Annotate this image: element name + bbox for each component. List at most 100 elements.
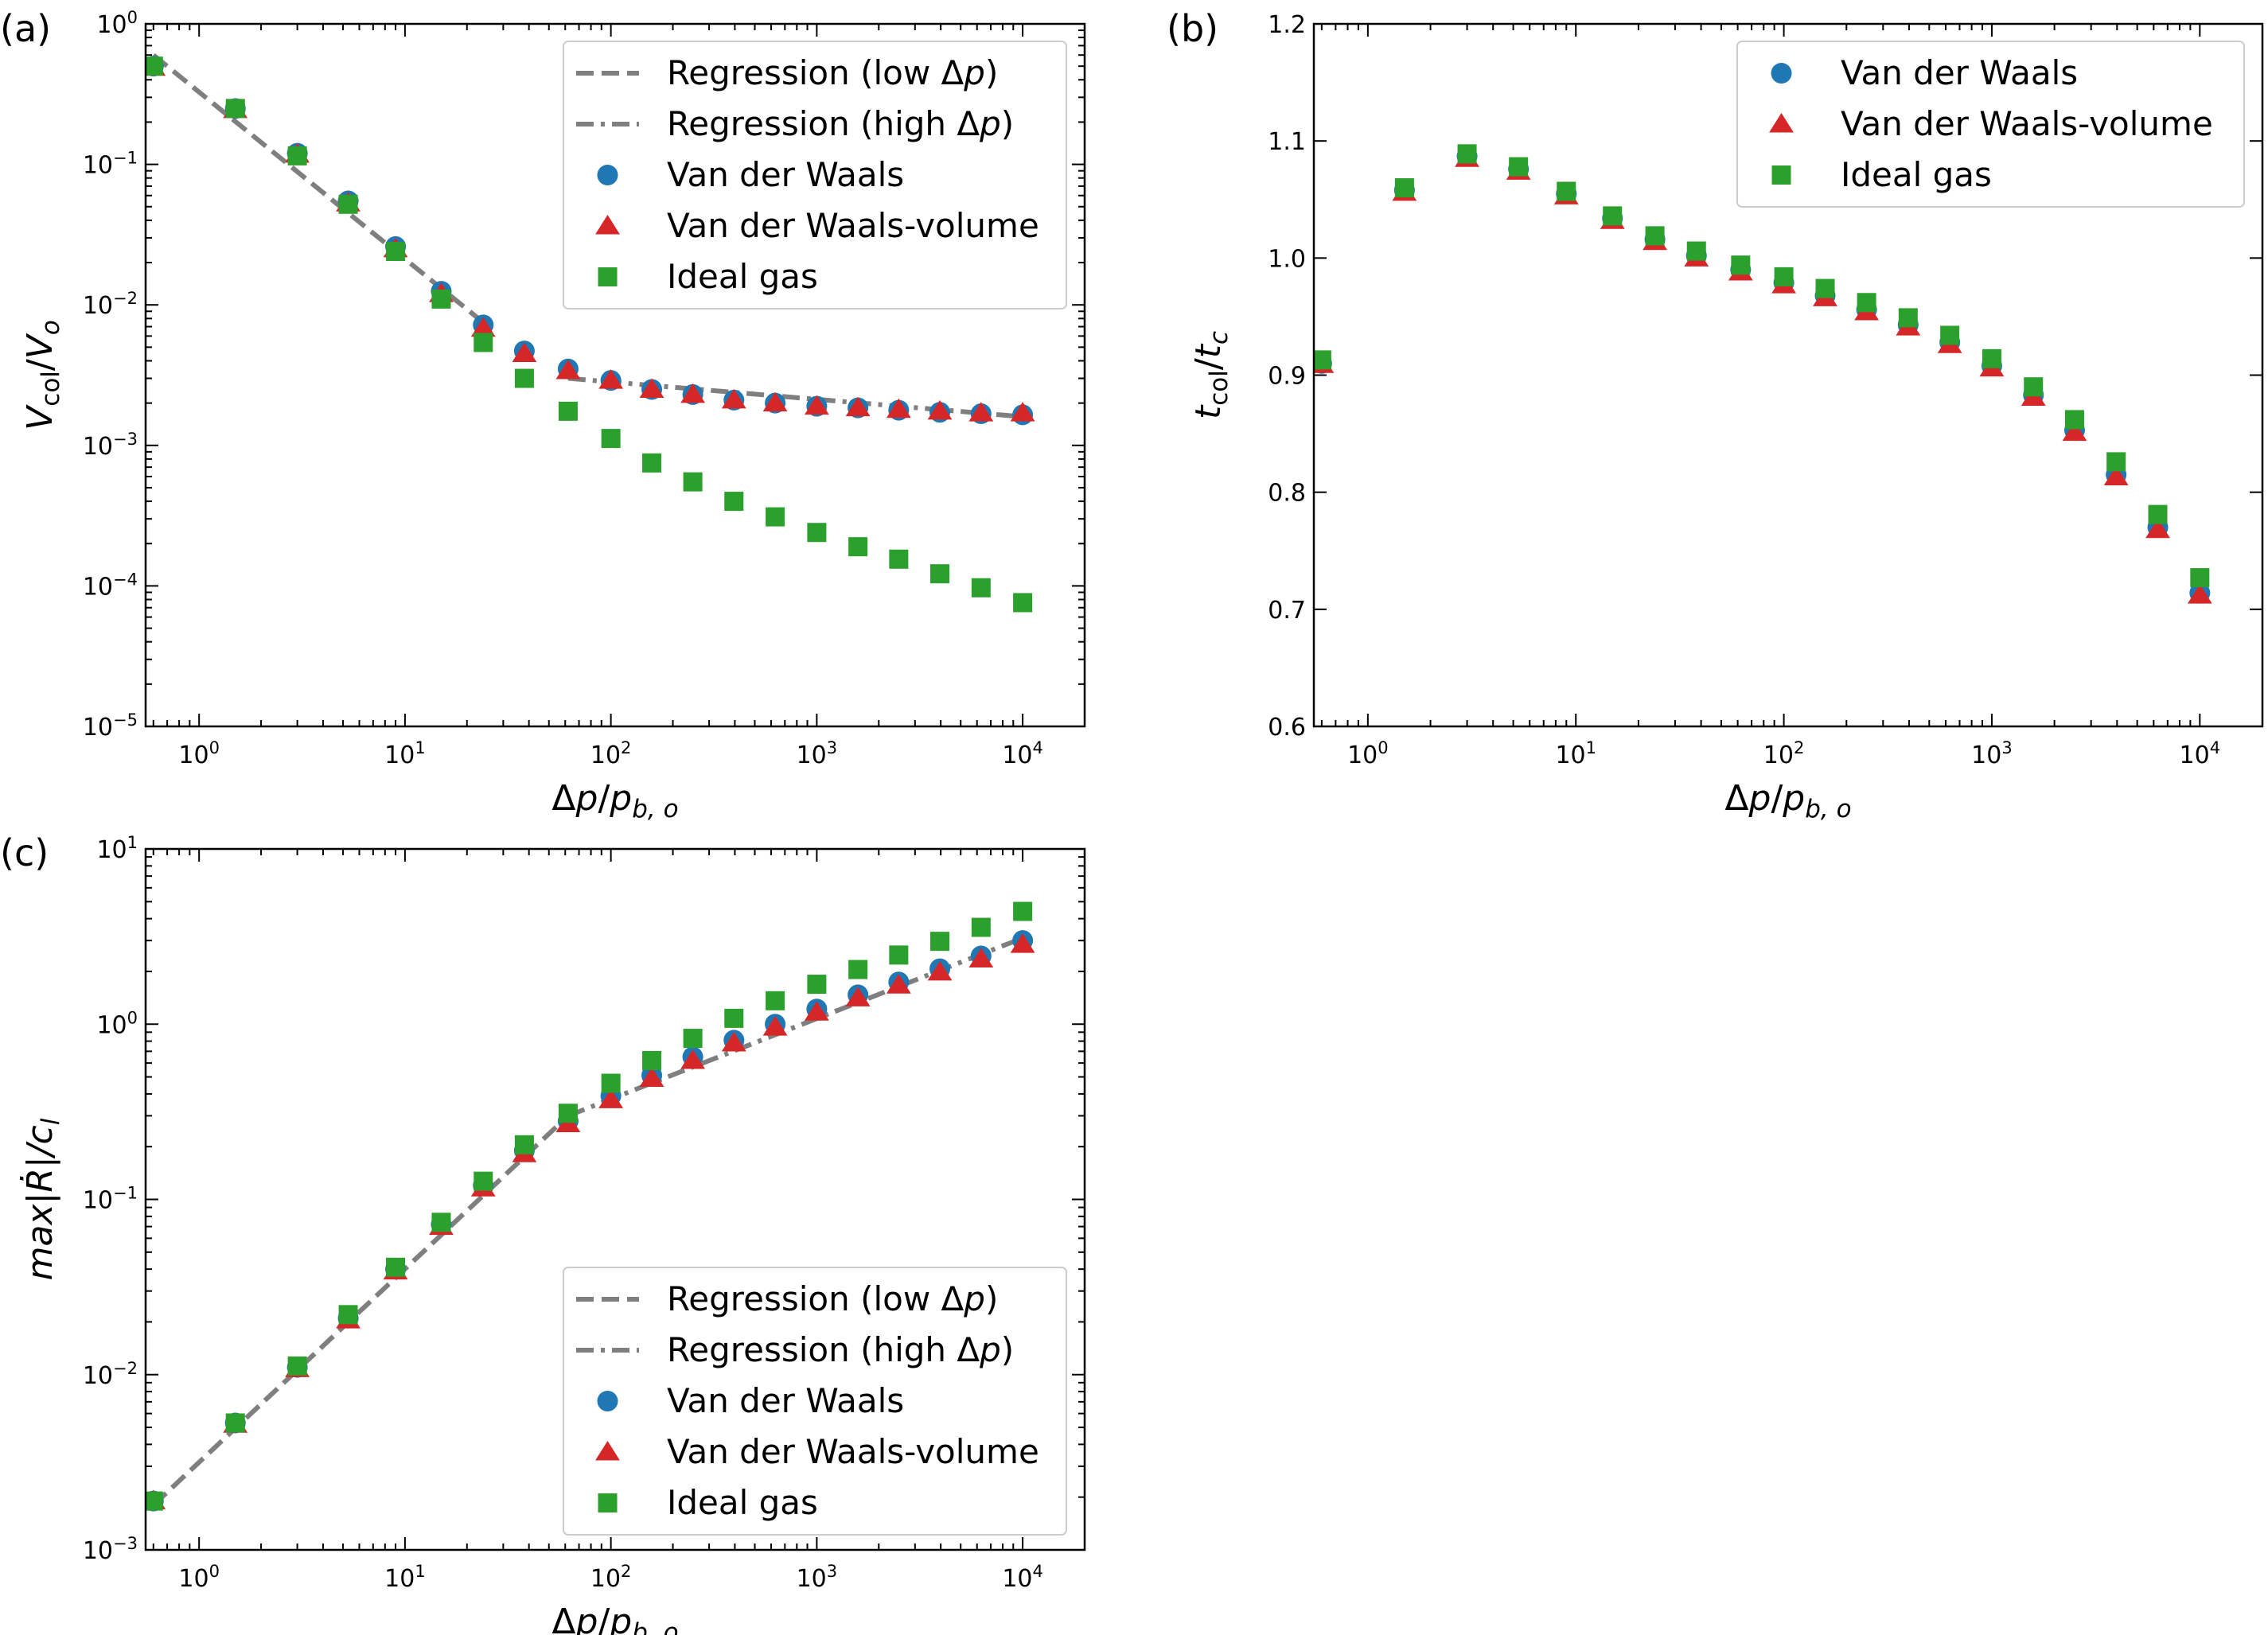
x-tick-label: 102 [590, 1562, 632, 1593]
y-tick-label: 10−2 [83, 1359, 138, 1390]
y-axis-label: Vcol/Vo [20, 320, 65, 430]
point-vdw-volume [598, 369, 624, 389]
point-ideal [225, 1413, 245, 1433]
legend-vdw-swatch [597, 1391, 618, 1411]
panel-a-chart: (a)100 101 102 103 10410−510−410−310−210−110… [0, 7, 1086, 823]
legend-ideal-swatch [1771, 165, 1791, 185]
legend-reg-high-label: Regression (high Δp) [667, 104, 1014, 143]
point-ideal [642, 453, 662, 473]
x-tick-label: 102 [590, 738, 632, 769]
legend-ideal-label: Ideal gas [1841, 155, 1992, 194]
point-ideal [1898, 308, 1918, 328]
point-vdw-volume [470, 317, 496, 337]
x-tick-label: 103 [797, 738, 838, 769]
tick-marks [1314, 23, 2263, 727]
point-ideal [724, 492, 744, 512]
point-vdw-volume [721, 1032, 746, 1052]
point-ideal [146, 1491, 163, 1511]
point-vdw-volume [598, 1088, 624, 1108]
x-axis-label: Δp/pb, o [1724, 778, 1851, 823]
x-axis-label: Δp/pb, o [551, 1602, 678, 1635]
legend-ideal-swatch [598, 1493, 618, 1512]
x-tick-label: 101 [1555, 738, 1596, 769]
point-ideal [514, 368, 534, 388]
point-ideal [848, 537, 868, 557]
point-vdw-volume [555, 359, 581, 380]
point-ideal [1645, 226, 1665, 246]
tick-marks [146, 23, 1085, 727]
x-tick-label: 104 [1002, 738, 1043, 769]
legend-vdw-swatch [597, 165, 618, 185]
point-ideal [2148, 504, 2168, 524]
point-vdw-volume [1010, 402, 1035, 422]
y-tick-label: 0.7 [1268, 597, 1306, 625]
point-ideal [2106, 452, 2126, 472]
point-ideal [766, 507, 785, 527]
point-vdw-volume [927, 399, 953, 420]
legend: Regression (low Δp) Regression (high Δp) V… [563, 41, 1067, 309]
point-ideal [1774, 267, 1794, 286]
point-vdw-volume [886, 398, 911, 418]
legend-vdw-volume-swatch [595, 1441, 620, 1461]
point-ideal [287, 1356, 307, 1376]
legend-vdw-label: Van der Waals [667, 155, 904, 194]
y-tick-label: 10−1 [83, 149, 138, 180]
legend-vdw-volume-swatch [595, 215, 620, 235]
y-tick-label: 1.0 [1268, 245, 1306, 273]
point-vdw-volume [721, 388, 746, 409]
point-ideal [287, 146, 307, 165]
x-tick-label: 104 [1002, 1562, 1043, 1593]
point-ideal [558, 1104, 578, 1123]
point-ideal [766, 991, 785, 1010]
point-ideal [1686, 241, 1706, 261]
axes-frame [144, 847, 1086, 1551]
legend-vdw-volume-label: Van der Waals-volume [1841, 104, 2213, 143]
y-tick-label: 1.2 [1268, 11, 1306, 39]
y-axis-label: tcol/tc [1188, 331, 1233, 419]
legend-ideal-label: Ideal gas [667, 1483, 818, 1522]
point-ideal [601, 429, 621, 449]
legend-reg-low-label: Regression (low Δp) [667, 53, 998, 92]
point-ideal [1314, 350, 1331, 370]
point-ideal [971, 578, 991, 598]
point-ideal [146, 56, 163, 76]
legend-vdw-label: Van der Waals [1841, 53, 2078, 92]
point-ideal [1857, 293, 1876, 313]
legend-box [1736, 41, 2245, 208]
point-ideal [807, 523, 827, 543]
x-tick-label: 100 [178, 1562, 220, 1593]
panel-letter: (c) [0, 831, 49, 874]
point-ideal [338, 194, 358, 214]
x-tick-label: 103 [1971, 738, 2013, 769]
regression-high-line [567, 936, 1024, 1119]
point-ideal [1982, 348, 2001, 368]
axes-frame [144, 22, 1086, 728]
regression-low-line [151, 1114, 570, 1507]
legend: Regression (low Δp) Regression (high Δp) V… [563, 1267, 1067, 1536]
regression-high-line [567, 376, 1023, 419]
point-vdw-volume [2145, 518, 2170, 539]
legend-vdw-volume-label: Van der Waals-volume [667, 1432, 1039, 1471]
point-ideal [473, 1171, 493, 1191]
x-tick-label: 101 [384, 738, 426, 769]
point-vdw-volume [762, 1016, 788, 1036]
y-tick-label: 10−1 [83, 1184, 138, 1215]
x-tick-label: 100 [1347, 738, 1389, 769]
y-tick-label: 100 [96, 1009, 138, 1040]
point-ideal [386, 1257, 406, 1277]
y-tick-label: 10−2 [83, 290, 138, 321]
point-ideal [889, 549, 909, 569]
point-ideal [2190, 568, 2210, 588]
panel-c-chart: (c) 100 101 102 103 104 10−3 10−2 10−1 100 101 Δp/p… [0, 831, 1086, 1635]
point-vdw-volume [2062, 421, 2087, 442]
point-vdw-volume [845, 396, 871, 417]
point-ideal [338, 1305, 358, 1325]
x-axis-label: Δp/pb, o [551, 778, 678, 823]
point-ideal [2064, 410, 2084, 430]
point-ideal [1013, 901, 1033, 921]
point-ideal [1557, 181, 1576, 201]
y-tick-label: 0.8 [1268, 480, 1306, 508]
legend-vdw-label: Van der Waals [667, 1381, 904, 1420]
legend: Van der Waals Van der Waals-volume Ideal g… [1736, 41, 2245, 208]
legend-reg-low-label: Regression (low Δp) [667, 1279, 998, 1318]
